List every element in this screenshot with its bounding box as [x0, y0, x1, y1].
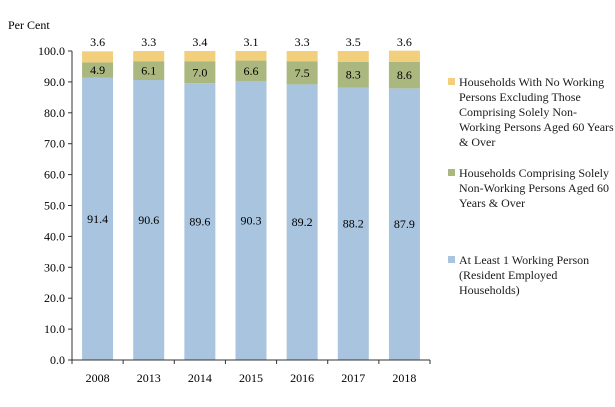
bars-layer — [82, 50, 420, 361]
data-label: 3.6 — [397, 35, 412, 49]
bar-segment-2018-series-2 — [388, 50, 420, 62]
y-tick-label: 100.0 — [38, 44, 65, 58]
x-tick-label: 2016 — [290, 371, 314, 385]
data-label: 90.3 — [241, 213, 262, 227]
y-tick-label: 20.0 — [44, 291, 65, 305]
y-tick-label: 50.0 — [44, 199, 65, 213]
bar-segment-2015-series-0 — [235, 80, 267, 361]
data-label: 7.0 — [192, 65, 207, 79]
data-label: 89.6 — [189, 215, 210, 229]
data-label: 3.1 — [244, 35, 259, 49]
data-label: 6.6 — [244, 64, 259, 78]
legend-swatch — [448, 256, 455, 263]
bar-segment-2013-series-1 — [133, 61, 165, 81]
legend-swatch — [448, 78, 455, 85]
y-tick-label: 70.0 — [44, 137, 65, 151]
bar-segment-2017-series-0 — [337, 87, 369, 360]
y-tick-label: 80.0 — [44, 106, 65, 120]
data-label: 3.4 — [192, 35, 207, 49]
bar-segment-2008-series-2 — [82, 51, 114, 63]
bar-segment-2016-series-1 — [286, 61, 318, 85]
bar-segment-2016-series-2 — [286, 51, 318, 62]
bar-segment-2008-series-0 — [82, 77, 114, 360]
bar-segment-2014-series-1 — [184, 61, 216, 84]
data-label: 8.6 — [397, 68, 412, 82]
x-tick-label: 2018 — [392, 371, 416, 385]
bar-segment-2015-series-2 — [235, 51, 267, 61]
x-tick-label: 2014 — [188, 371, 212, 385]
bar-segment-2013-series-2 — [133, 51, 165, 62]
y-tick-label: 0.0 — [50, 353, 65, 367]
y-tick-label: 30.0 — [44, 260, 65, 274]
data-label: 89.2 — [292, 215, 313, 229]
bar-segment-2008-series-1 — [82, 62, 114, 78]
data-label: 88.2 — [343, 217, 364, 231]
bar-segment-2016-series-0 — [286, 84, 318, 360]
legend-label: At Least 1 Working Person (Resident Empl… — [459, 253, 590, 297]
x-tick-label: 2015 — [239, 371, 263, 385]
bar-segment-2014-series-2 — [184, 51, 216, 62]
x-tick-label: 2008 — [86, 371, 110, 385]
data-label: 3.6 — [90, 35, 105, 49]
x-tick-label: 2017 — [341, 371, 365, 385]
data-label: 3.3 — [295, 35, 310, 49]
data-label: 8.3 — [346, 68, 361, 82]
data-label: 91.4 — [87, 212, 108, 226]
axis-layer: Per Cent 0.0 10.0 20.0 30.0 40.0 50.0 60.0 70.0 8… — [8, 18, 431, 385]
data-label: 3.3 — [141, 35, 156, 49]
legend-label: Households Comprising Solely Non-Working… — [459, 166, 610, 210]
y-tick-label: 60.0 — [44, 168, 65, 182]
x-tick-label: 2013 — [137, 371, 161, 385]
y-tick-label: 10.0 — [44, 322, 65, 336]
y-axis-title: Per Cent — [8, 18, 50, 32]
data-label: 90.6 — [138, 213, 159, 227]
bar-segment-2013-series-0 — [133, 80, 165, 361]
bar-segment-2017-series-2 — [337, 51, 369, 62]
data-label: 4.9 — [90, 63, 105, 77]
bar-segment-2015-series-1 — [235, 60, 267, 81]
data-label: 87.9 — [394, 217, 415, 231]
bar-segment-2014-series-0 — [184, 83, 216, 361]
data-label: 7.5 — [295, 66, 310, 80]
y-tick-label: 90.0 — [44, 75, 65, 89]
bar-segment-2018-series-0 — [388, 88, 420, 360]
data-label: 3.5 — [346, 35, 361, 49]
legend-swatch — [448, 169, 455, 176]
labels-layer: 91.4 4.9 3.6 90.6 6.1 3.3 89.6 7.0 3.4 90.3 6.6 3.1… — [87, 35, 415, 231]
bar-segment-2017-series-1 — [337, 61, 369, 88]
data-label: 6.1 — [141, 64, 156, 78]
legend-label: Households With No Working Persons Exclu… — [459, 75, 614, 149]
bar-segment-2018-series-1 — [388, 61, 420, 89]
y-tick-label: 40.0 — [44, 229, 65, 243]
